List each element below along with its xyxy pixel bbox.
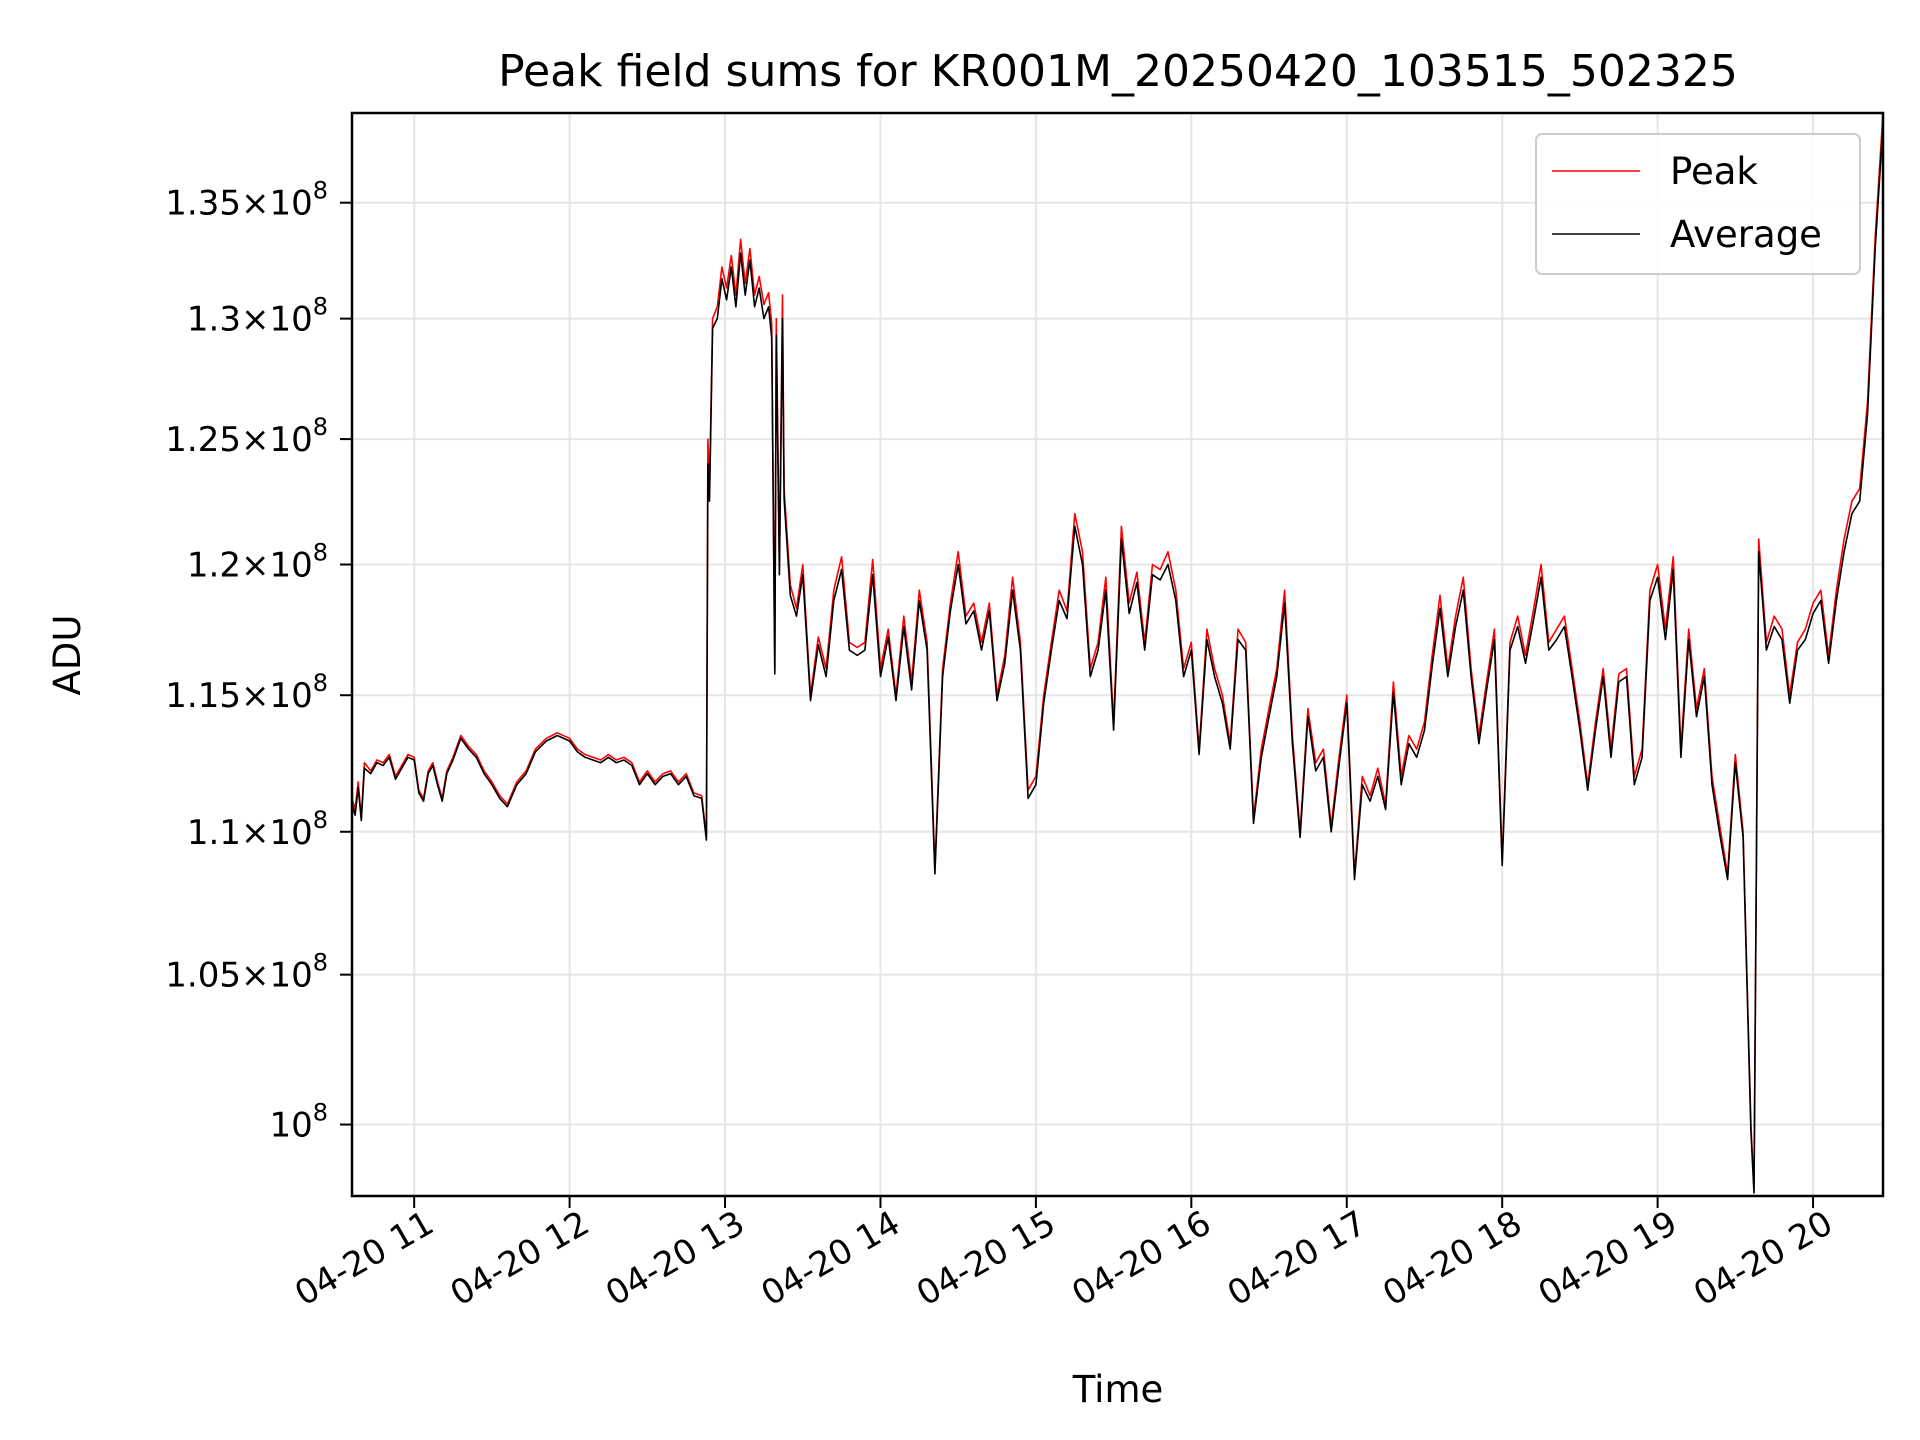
legend: Peak Average (1535, 133, 1861, 275)
y-axis: 108 1.05×108 1.1×108 1.15×108 1.2×108 1.25×10… (165, 177, 352, 1146)
y-tick-label: 1.3×108 (187, 293, 328, 340)
y-tick-label: 1.15×108 (165, 669, 328, 716)
x-tick-label: 04-20 14 (755, 1203, 907, 1314)
y-axis-label: ADU (46, 615, 89, 696)
y-tick-label: 1.25×108 (165, 413, 328, 460)
x-tick-label: 04-20 17 (1221, 1203, 1373, 1314)
x-axis-label: Time (1072, 1368, 1164, 1411)
x-tick-label: 04-20 13 (599, 1203, 751, 1314)
grid-lines (352, 113, 1883, 1196)
plot-frame (350, 111, 1885, 1198)
y-tick-label: 1.35×108 (165, 177, 328, 224)
legend-average-label: Average (1670, 213, 1822, 256)
y-tick-label: 1.05×108 (165, 949, 328, 996)
y-tick-label: 1.2×108 (187, 538, 328, 585)
series-average-line (352, 124, 1883, 1194)
x-tick-label: 04-20 20 (1687, 1203, 1839, 1314)
x-tick-label: 04-20 16 (1065, 1203, 1217, 1314)
x-tick-label: 04-20 19 (1532, 1203, 1684, 1314)
series-lines (352, 113, 1883, 1194)
x-tick-label: 04-20 12 (444, 1203, 596, 1314)
chart-title: Peak field sums for KR001M_20250420_1035… (498, 46, 1738, 97)
y-tick-label: 108 (269, 1099, 328, 1146)
x-tick-label: 04-20 18 (1376, 1203, 1528, 1314)
legend-peak-label: Peak (1670, 150, 1758, 193)
x-tick-label: 04-20 11 (288, 1203, 440, 1314)
legend-box (1535, 133, 1861, 275)
y-tick-label: 1.1×108 (187, 806, 328, 853)
x-tick-label: 04-20 15 (910, 1203, 1062, 1314)
x-axis: 04-20 11 04-20 12 04-20 13 04-20 14 04-20 15… (288, 1196, 1840, 1314)
